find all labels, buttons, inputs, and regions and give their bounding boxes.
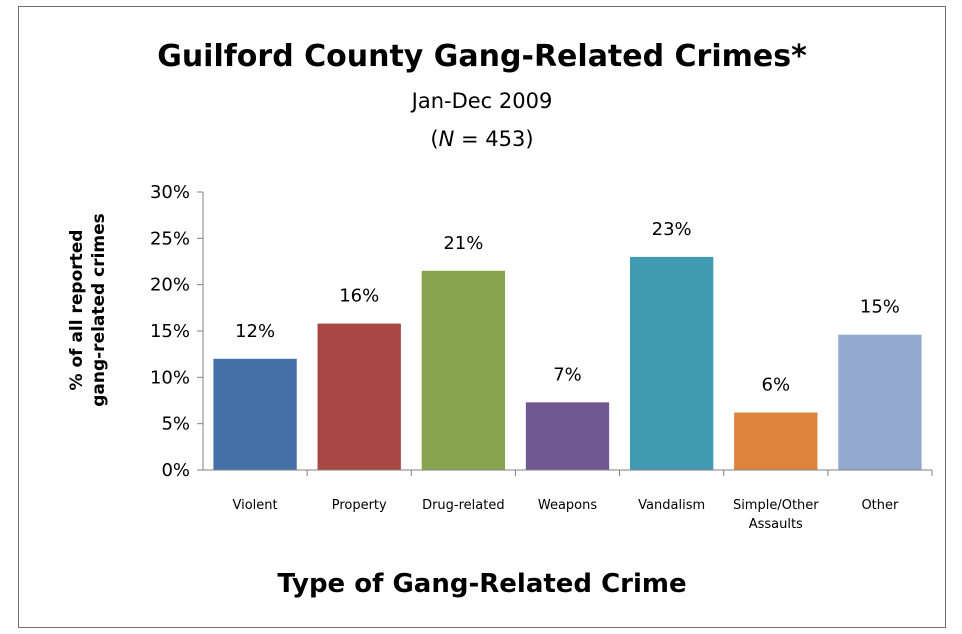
- chart-title: Guilford County Gang-Related Crimes*: [157, 39, 807, 74]
- x-tick-label: Property: [332, 498, 387, 513]
- y-axis-title-line-1: % of all reported: [67, 230, 87, 391]
- data-label-3: 7%: [553, 364, 582, 385]
- data-label-5: 6%: [762, 375, 791, 396]
- y-axis-ticks: 0% 5% 10% 15% 20% 25% 30%: [150, 182, 203, 481]
- x-tick-label: Violent: [233, 498, 278, 513]
- y-tick-label: 15%: [150, 321, 190, 342]
- x-tick-label: Assaults: [749, 517, 803, 532]
- y-tick-label: 25%: [150, 228, 190, 249]
- bar-0: [213, 358, 297, 470]
- y-tick-label: 0%: [161, 460, 190, 481]
- data-label-0: 12%: [235, 321, 275, 342]
- data-label-1: 16%: [339, 286, 379, 307]
- sample-size-label: (N = 453): [430, 127, 533, 151]
- y-tick-label: 20%: [150, 275, 190, 296]
- x-tick-label: Vandalism: [638, 498, 705, 513]
- y-tick-label: 5%: [161, 414, 190, 435]
- bar-2: [421, 270, 506, 470]
- data-labels: 12% 16% 21% 7% 23% 6% 15%: [235, 219, 900, 396]
- x-axis-ticks: Violent Property Drug-related Weapons Vandal…: [233, 470, 933, 532]
- y-tick-label: 30%: [150, 182, 190, 203]
- bar-3: [525, 402, 610, 470]
- x-tick-label: Simple/Other: [733, 498, 819, 513]
- bar-6: [838, 334, 922, 470]
- bars: [213, 256, 922, 470]
- chart-subtitle: Jan-Dec 2009: [410, 89, 553, 113]
- bar-4: [629, 256, 714, 470]
- bar-5: [734, 412, 818, 470]
- data-label-6: 15%: [860, 297, 900, 318]
- x-tick-label: Other: [861, 498, 899, 513]
- y-tick-label: 10%: [150, 367, 190, 388]
- y-axis-title: % of all reported gang-related crimes: [67, 213, 109, 407]
- x-axis-title: Type of Gang-Related Crime: [277, 569, 686, 599]
- y-axis-title-line-2: gang-related crimes: [89, 213, 109, 407]
- x-tick-label: Drug-related: [422, 498, 505, 513]
- data-label-4: 23%: [652, 219, 692, 240]
- data-label-2: 21%: [443, 233, 483, 254]
- bar-1: [317, 323, 401, 470]
- x-tick-label: Weapons: [538, 498, 598, 513]
